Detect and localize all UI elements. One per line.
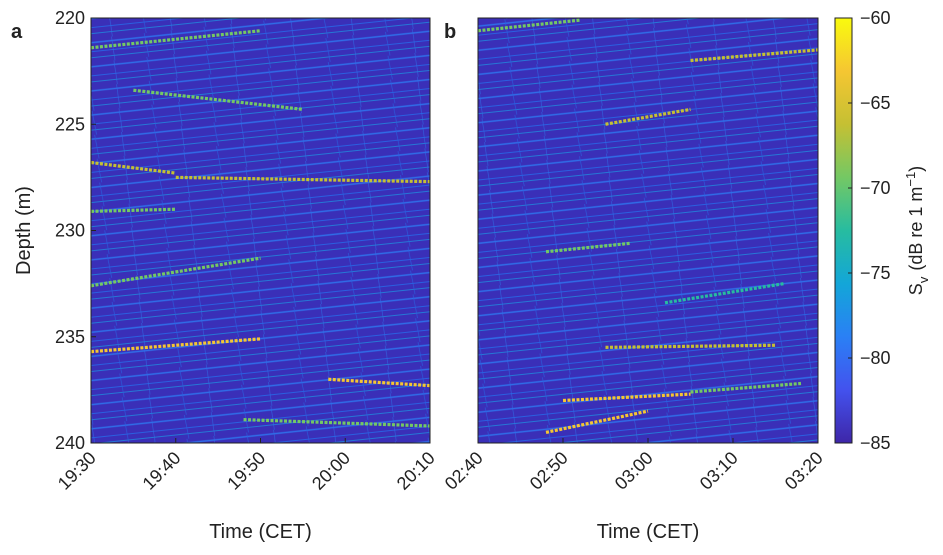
fish-track: [605, 107, 691, 126]
x-tick-label: 02:40: [441, 448, 487, 494]
fish-track: [477, 18, 581, 33]
colorbar-tick-label: −60: [860, 8, 891, 28]
echogram-background: [478, 18, 818, 443]
fish-track: [545, 241, 632, 254]
colorbar-tick-label: −65: [860, 93, 891, 113]
y-axis-label: Depth (m): [13, 186, 35, 275]
fish-track: [545, 409, 649, 434]
fish-track: [328, 377, 431, 388]
fish-track: [690, 381, 802, 394]
x-axis-label: Time (CET): [597, 521, 700, 543]
x-tick-label: 20:10: [393, 448, 439, 494]
fish-track: [90, 160, 176, 175]
y-tick-label: 230: [55, 221, 85, 241]
colorbar-tick-label: −85: [860, 433, 891, 453]
panel-label: a: [11, 21, 23, 43]
x-tick-label: 19:40: [139, 448, 185, 494]
x-tick-label: 02:50: [526, 448, 572, 494]
label-exponent: −1: [903, 172, 918, 187]
y-tick-label: 220: [55, 8, 85, 28]
fish-track: [605, 343, 776, 349]
colorbar-tick-label: −75: [860, 263, 891, 283]
x-tick-label: 03:20: [781, 448, 827, 494]
fish-track: [664, 282, 785, 305]
label-unit: (dB re 1 m: [906, 187, 926, 271]
fish-track: [90, 256, 261, 288]
label-subscript: v: [916, 276, 931, 283]
label-symbol: S: [906, 283, 926, 295]
fish-track: [243, 418, 431, 428]
x-tick-label: 03:10: [696, 448, 742, 494]
colorbar-tick-label: −70: [860, 178, 891, 198]
fish-track: [562, 392, 691, 403]
y-tick-label: 240: [55, 433, 85, 453]
fish-track: [90, 29, 261, 50]
x-axis-label: Time (CET): [209, 521, 312, 543]
echogram-background: [91, 18, 430, 443]
y-tick-label: 225: [55, 114, 85, 134]
fish-track: [90, 337, 261, 354]
x-tick-label: 20:00: [308, 448, 354, 494]
colorbar: [834, 17, 853, 444]
fish-track: [175, 175, 431, 184]
colorbar-tick-label: −80: [860, 348, 891, 368]
x-tick-label: 03:00: [611, 448, 657, 494]
panel-label: b: [444, 21, 456, 43]
x-tick-label: 19:30: [54, 448, 100, 494]
fish-track: [133, 88, 304, 111]
label-close: ): [906, 166, 926, 172]
x-tick-label: 19:50: [223, 448, 269, 494]
colorbar-label: Sv (dB re 1 m−1): [903, 166, 931, 295]
fish-track: [90, 207, 176, 213]
fish-track: [690, 48, 819, 63]
y-tick-label: 235: [55, 327, 85, 347]
